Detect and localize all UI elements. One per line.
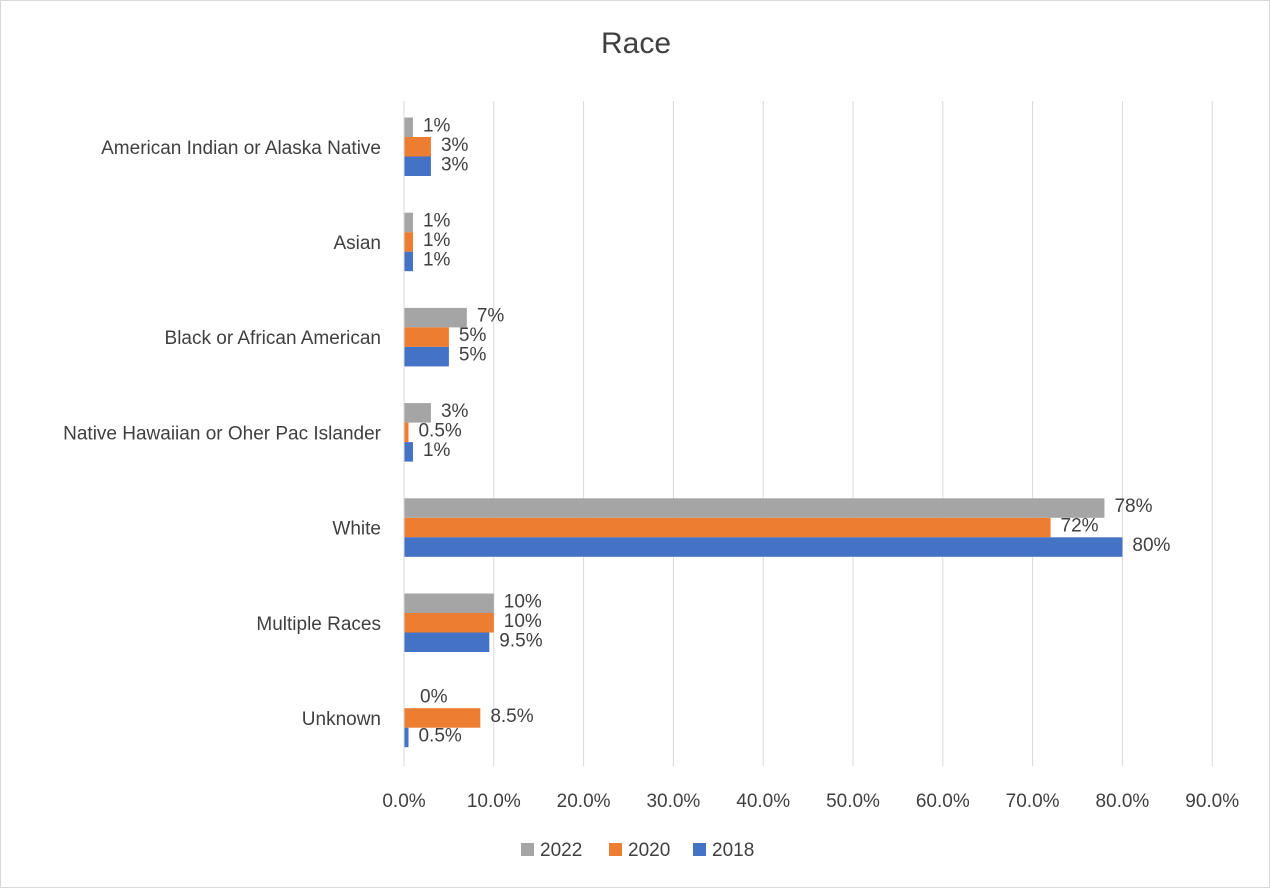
bar-2020	[404, 232, 413, 252]
bar-2018	[404, 156, 431, 176]
data-label: 1%	[423, 115, 451, 136]
data-label: 0.5%	[418, 420, 461, 441]
bar-2022	[404, 498, 1105, 518]
chart-title: Race	[600, 27, 672, 60]
bar-2022	[404, 307, 467, 328]
data-label: 3%	[441, 154, 469, 175]
x-tick-label: 30.0%	[646, 791, 700, 812]
x-tick-label: 10.0%	[467, 791, 521, 812]
data-label: 1%	[423, 210, 451, 231]
data-label: 78%	[1114, 496, 1152, 517]
bar-2018	[404, 727, 409, 748]
data-label: 7%	[477, 306, 505, 327]
legend-label: 2022	[540, 840, 582, 861]
data-label: 1%	[423, 249, 451, 270]
x-tick-label: 40.0%	[736, 791, 790, 812]
data-label: 1%	[423, 230, 451, 251]
data-label: 9.5%	[499, 630, 542, 651]
x-tick-label: 90.0%	[1185, 791, 1239, 812]
data-label: 0%	[420, 686, 448, 707]
data-label: 3%	[441, 135, 469, 156]
x-tick-label: 50.0%	[826, 791, 880, 812]
x-tick-label: 20.0%	[557, 791, 611, 812]
data-label: 10%	[504, 591, 542, 612]
bar-2020	[404, 422, 409, 443]
bar-2020	[404, 327, 449, 347]
bar-2018	[404, 251, 413, 272]
category-label: Black or African American	[165, 328, 381, 349]
data-label: 8.5%	[490, 706, 533, 727]
legend-swatch-2022	[521, 843, 534, 856]
bar-2020	[404, 137, 431, 157]
x-tick-label: 60.0%	[916, 791, 970, 812]
bar-2022	[404, 212, 413, 233]
bar-2020	[404, 517, 1051, 538]
category-label: Asian	[333, 233, 381, 254]
x-tick-label: 0.0%	[382, 791, 425, 812]
data-label: 72%	[1061, 516, 1099, 537]
x-tick-label: 80.0%	[1095, 791, 1149, 812]
data-label: 5%	[459, 325, 487, 346]
bar-2018	[404, 346, 449, 367]
bar-2022	[404, 403, 431, 423]
category-label: American Indian or Alaska Native	[101, 138, 381, 159]
category-label: Multiple Races	[256, 614, 381, 635]
category-label: Native Hawaiian or Oher Pac Islander	[63, 423, 382, 444]
bar-2020	[404, 708, 481, 728]
bar-2018	[404, 537, 1123, 557]
legend-label: 2020	[628, 840, 670, 861]
bar-2022	[404, 117, 413, 137]
bar-2022	[404, 593, 494, 613]
x-tick-label: 70.0%	[1006, 791, 1060, 812]
data-label: 80%	[1132, 535, 1170, 556]
legend-swatch-2018	[693, 843, 706, 856]
bar-2020	[404, 613, 494, 633]
category-label: White	[332, 519, 381, 540]
bar-2018	[404, 442, 413, 462]
data-label: 3%	[441, 401, 469, 422]
data-label: 5%	[459, 345, 487, 366]
bar-2018	[404, 632, 490, 652]
data-label: 1%	[423, 440, 451, 461]
data-label: 10%	[504, 611, 542, 632]
category-label: Unknown	[302, 709, 381, 730]
data-label: 0.5%	[418, 725, 461, 746]
legend-label: 2018	[712, 840, 754, 861]
legend-swatch-2020	[609, 843, 622, 856]
